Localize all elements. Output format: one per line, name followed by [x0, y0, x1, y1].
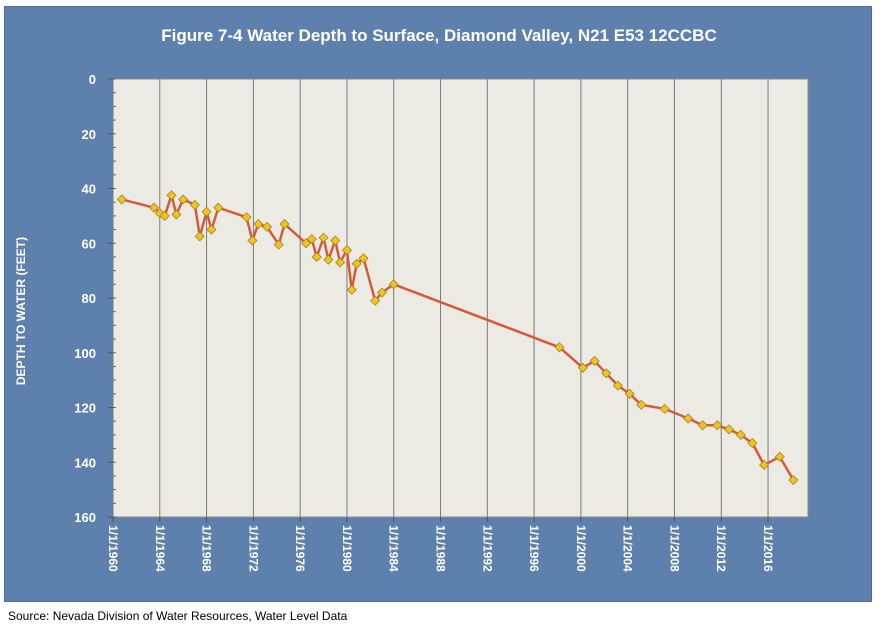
- y-tick-label: 40: [82, 182, 96, 197]
- data-point: [189, 199, 200, 210]
- data-point: [577, 362, 588, 373]
- data-point: [273, 239, 284, 250]
- data-point: [341, 245, 353, 256]
- x-tick-label: 1/1/2004: [621, 525, 635, 572]
- y-tick-label: 120: [74, 401, 96, 416]
- y-tick-labels: 0 20 40 60 80 100 120 140 160: [74, 72, 113, 525]
- x-tick-label: 1/1/1992: [480, 525, 494, 572]
- data-point: [351, 258, 362, 269]
- minor-tick-marks: [113, 78, 116, 518]
- y-tick-label: 0: [89, 72, 96, 87]
- y-tick-label: 100: [74, 346, 96, 361]
- data-point: [346, 284, 357, 295]
- data-point: [624, 388, 635, 399]
- chart-title: Figure 7-4 Water Depth to Surface, Diamo…: [161, 26, 717, 45]
- x-tick-labels: 1/1/1960 1/1/1964 1/1/1968 1/1/1972 1/1/1976…: [106, 525, 775, 572]
- data-point: [612, 380, 623, 391]
- x-tick-label: 1/1/2012: [714, 525, 728, 572]
- data-point: [194, 231, 205, 242]
- data-point: [335, 257, 346, 268]
- data-point: [178, 194, 189, 205]
- x-tick-label: 1/1/2008: [667, 525, 681, 572]
- data-point: [166, 190, 177, 201]
- y-tick-label: 80: [82, 291, 96, 306]
- data-point: [659, 403, 670, 414]
- x-tick-label: 1/1/1976: [293, 525, 307, 572]
- data-point: [735, 429, 746, 440]
- y-tick-label: 140: [74, 455, 96, 470]
- data-point: [116, 194, 127, 205]
- data-point: [388, 279, 399, 290]
- source-note: Source: Nevada Division of Water Resourc…: [8, 609, 348, 623]
- x-tick-label: 1/1/2000: [574, 525, 588, 572]
- data-point: [241, 212, 252, 223]
- x-tick-label: 1/1/1996: [527, 525, 541, 572]
- data-point: [636, 399, 647, 410]
- y-tick-label: 20: [82, 127, 96, 142]
- data-point: [311, 251, 322, 263]
- data-point: [774, 451, 785, 462]
- data-point: [159, 210, 170, 221]
- data-point: [318, 232, 329, 243]
- data-point: [323, 254, 334, 265]
- x-tick-label: 1/1/1964: [153, 525, 167, 572]
- plot-area: [112, 78, 809, 518]
- data-point: [376, 287, 388, 298]
- data-point: [279, 219, 290, 230]
- data-point: [712, 420, 723, 431]
- data-point: [697, 420, 708, 431]
- data-point: [253, 219, 264, 230]
- data-markers: [116, 190, 799, 486]
- data-point: [148, 202, 160, 213]
- grid-lines: [112, 79, 769, 522]
- x-tick-label: 1/1/2016: [761, 525, 775, 572]
- x-tick-label: 1/1/1988: [434, 525, 448, 572]
- data-point: [683, 413, 694, 424]
- data-point: [206, 224, 217, 235]
- y-tick-label: 60: [82, 236, 96, 251]
- data-point: [601, 368, 612, 379]
- data-point: [358, 253, 369, 264]
- data-point: [201, 206, 212, 217]
- x-tick-label: 1/1/1972: [246, 525, 260, 572]
- data-point: [330, 235, 341, 246]
- data-point: [247, 235, 258, 246]
- data-point: [589, 355, 600, 367]
- data-point: [306, 234, 317, 245]
- data-point: [554, 342, 565, 353]
- data-point: [747, 438, 758, 449]
- data-point: [723, 424, 735, 435]
- x-tick-label: 1/1/1968: [200, 525, 214, 572]
- data-point: [788, 474, 799, 486]
- data-point: [759, 459, 770, 471]
- y-tick-label: 160: [74, 510, 96, 525]
- data-point: [300, 238, 312, 249]
- data-point: [370, 295, 381, 306]
- data-point: [213, 202, 224, 213]
- x-tick-label: 1/1/1960: [106, 525, 120, 572]
- x-tick-label: 1/1/1980: [340, 525, 354, 572]
- data-point: [261, 221, 273, 232]
- x-tick-label: 1/1/1984: [387, 525, 401, 572]
- data-point: [171, 209, 182, 220]
